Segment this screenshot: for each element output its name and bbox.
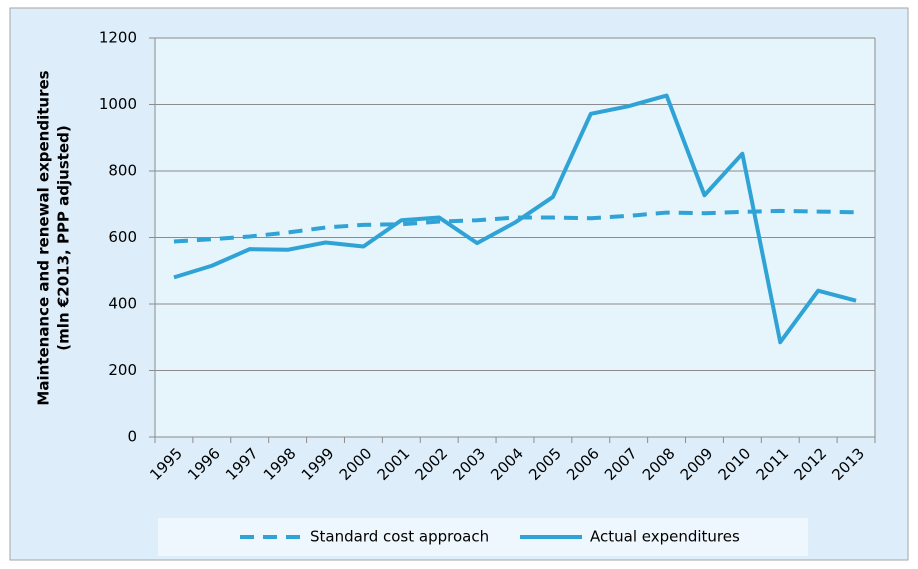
y-tick-label: 600: [108, 228, 137, 246]
legend-label: Standard cost approach: [310, 528, 489, 546]
y-tick-label: 0: [127, 428, 137, 446]
y-tick-label: 200: [108, 361, 137, 379]
legend-label: Actual expenditures: [590, 528, 740, 546]
y-tick-label: 1200: [99, 29, 137, 47]
series-line: [173, 93, 857, 345]
y-tick-label: 800: [108, 162, 137, 180]
y-axis-label: Maintenance and renewal expenditures: [35, 70, 53, 405]
y-tick-label: 1000: [99, 95, 137, 113]
y-axis-label: (mln €2013, PPP adjusted): [55, 125, 73, 350]
y-tick-label: 400: [108, 295, 137, 313]
